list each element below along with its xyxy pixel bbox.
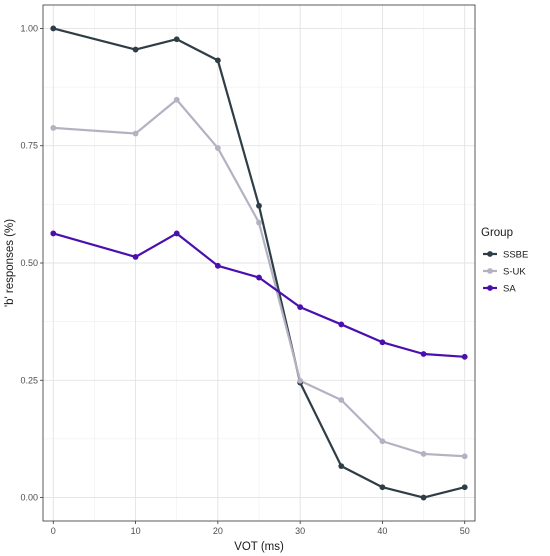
y-tick-label: 0.00 [20,493,38,503]
y-tick-label: 0.75 [20,141,38,151]
series-points [50,25,468,501]
data-point-s-uk [297,377,304,384]
data-point-ssbe [50,25,57,32]
data-point-s-uk [461,453,468,460]
data-point-s-uk [256,219,262,226]
data-point-s-uk [338,397,345,403]
y-tick-label: 1.00 [20,23,38,33]
y-tick-label: 0.50 [20,258,38,268]
data-point-ssbe [338,463,345,470]
x-tick-label: 40 [377,526,387,536]
data-point-sa [214,262,221,269]
legend-key-point [487,251,493,257]
y-axis-ticks: 0.00 0.25 0.50 0.75 1.00 [20,23,43,503]
x-axis-ticks: 0 10 20 30 40 50 [51,521,470,536]
data-point-sa [297,304,304,310]
x-tick-label: 0 [51,526,56,536]
data-point-sa [420,351,427,357]
data-point-sa [132,254,139,260]
series-line-ssbe [53,27,465,499]
x-tick-label: 20 [213,526,223,536]
data-point-s-uk [132,130,139,137]
series-line-s-uk [53,98,465,458]
legend-key-point [487,268,493,274]
data-point-s-uk [173,96,180,103]
x-axis-title: VOT (ms) [234,541,284,553]
data-point-s-uk [50,125,57,131]
legend: Group SSBE S-UK SA [481,227,528,295]
legend-key-point [487,285,493,291]
data-point-ssbe [461,484,468,491]
y-axis-title: 'b' responses (%) [4,219,16,307]
data-point-ssbe [132,46,139,53]
data-point-sa [173,230,180,237]
data-point-s-uk [379,438,386,445]
x-tick-label: 50 [460,526,470,536]
data-point-s-uk [420,451,427,457]
legend-label: S-UK [503,267,526,278]
data-point-ssbe [173,36,180,43]
x-tick-label: 30 [295,526,305,536]
data-point-ssbe [214,57,221,64]
legend-label: SSBE [503,250,528,261]
major-gridlines [43,5,475,521]
y-tick-label: 0.25 [20,375,38,385]
legend-label: SA [503,284,516,295]
data-point-sa [50,230,57,237]
data-point-sa [379,339,386,346]
legend-item-s-uk: S-UK [483,267,526,278]
data-point-sa [461,353,468,360]
series-line-sa [52,232,465,358]
data-point-ssbe [379,484,386,491]
data-point-sa [338,321,345,328]
series-lines [52,27,465,499]
legend-item-sa: SA [483,284,516,295]
legend-item-ssbe: SSBE [483,250,528,261]
data-point-s-uk [214,145,221,151]
x-tick-label: 10 [131,526,141,536]
legend-title: Group [481,227,513,239]
legend-items: SSBE S-UK SA [483,250,528,295]
data-point-ssbe [420,494,427,501]
data-point-sa [256,274,262,281]
data-point-ssbe [256,202,262,209]
